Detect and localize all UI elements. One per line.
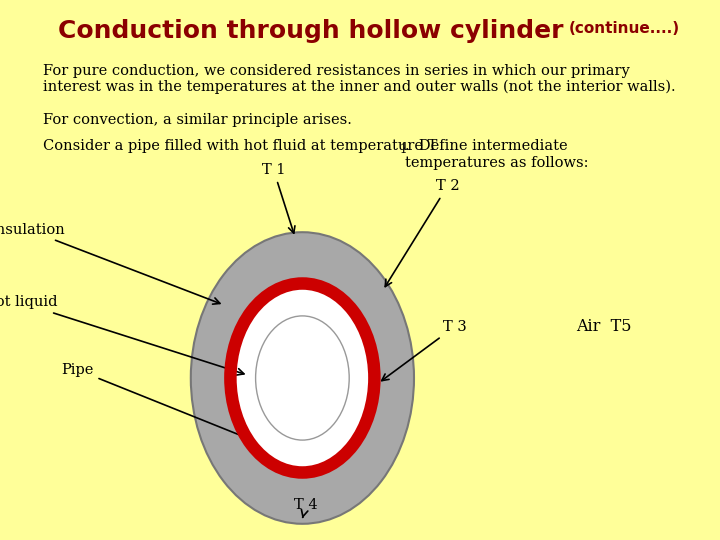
Text: Air  T5: Air T5 — [576, 318, 631, 335]
Text: T 3: T 3 — [382, 320, 467, 381]
Text: Pipe: Pipe — [61, 363, 253, 441]
Text: Conduction through hollow cylinder: Conduction through hollow cylinder — [58, 19, 563, 43]
Text: .  Define intermediate
temperatures as follows:: . Define intermediate temperatures as fo… — [405, 139, 588, 170]
Text: For convection, a similar principle arises.: For convection, a similar principle aris… — [43, 113, 352, 127]
Text: For pure conduction, we considered resistances in series in which our primary
in: For pure conduction, we considered resis… — [43, 64, 676, 94]
Text: (continue....): (continue....) — [569, 21, 680, 36]
Ellipse shape — [191, 232, 414, 524]
Ellipse shape — [256, 316, 349, 440]
Text: 1: 1 — [400, 143, 407, 156]
Text: T 4: T 4 — [294, 498, 318, 517]
Text: T 2: T 2 — [385, 179, 459, 287]
Ellipse shape — [227, 279, 378, 477]
Text: Consider a pipe filled with hot fluid at temperature T: Consider a pipe filled with hot fluid at… — [43, 139, 438, 153]
Text: T 1: T 1 — [262, 163, 295, 233]
Text: Insulation: Insulation — [0, 222, 220, 304]
Text: Hot liquid: Hot liquid — [0, 295, 244, 375]
